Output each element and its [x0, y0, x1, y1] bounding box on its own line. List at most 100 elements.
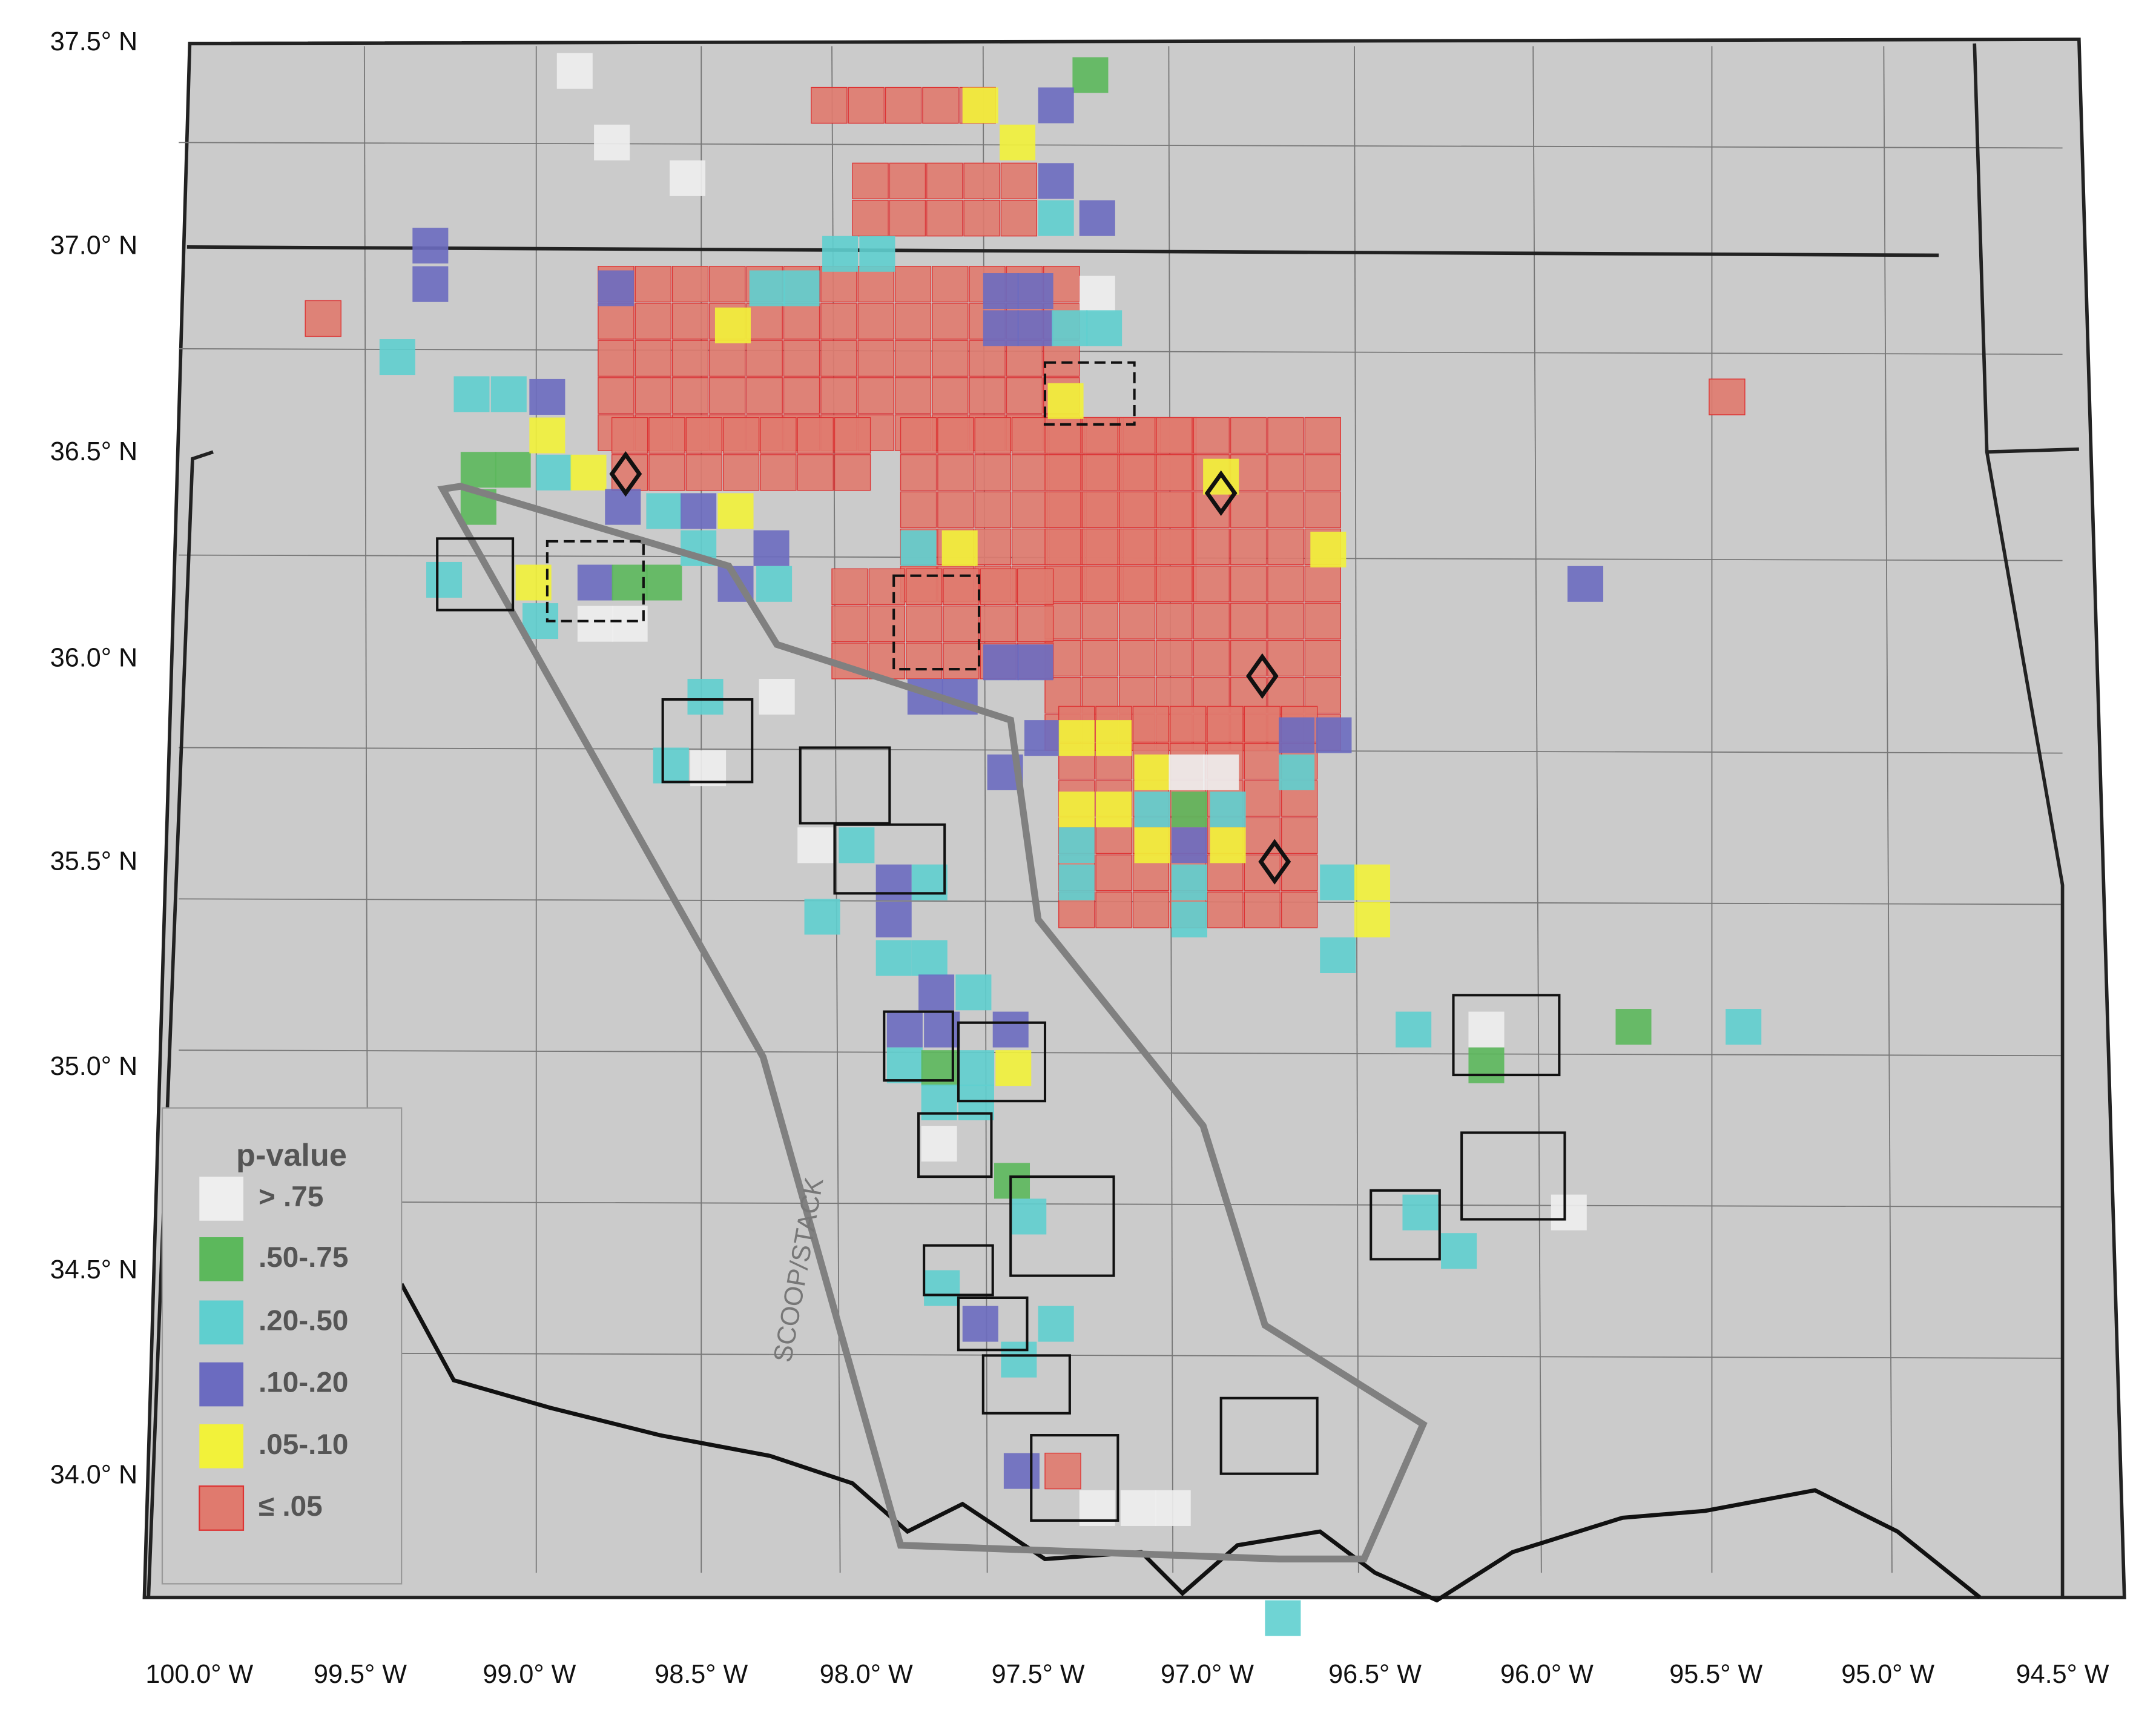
- texas-border: [400, 1283, 1982, 1603]
- grid-cell: [1081, 603, 1119, 639]
- lon-label: 96.5° W: [1328, 1660, 1422, 1689]
- grid-cell: [1304, 603, 1341, 639]
- grid-cell: [536, 454, 572, 491]
- study-box: [661, 698, 754, 784]
- county-line: [1883, 46, 1893, 1573]
- grid-cell: [820, 377, 857, 414]
- grid-cell: [1279, 754, 1315, 790]
- grid-cell: [746, 303, 783, 340]
- grid-cell: [1001, 1341, 1037, 1378]
- study-box: [1452, 994, 1561, 1077]
- grid-cell: [646, 564, 682, 601]
- grid-cell: [1081, 454, 1119, 491]
- grid-cell: [943, 605, 980, 643]
- grid-cell: [1081, 491, 1119, 528]
- grid-cell: [943, 643, 980, 679]
- grid-cell: [992, 1011, 1029, 1048]
- grid-cell: [1095, 891, 1132, 928]
- grid-cell: [905, 605, 943, 643]
- grid-cell: [834, 417, 871, 454]
- grid-cell: [932, 377, 969, 414]
- grid-cell: [969, 377, 1006, 414]
- grid-cell: [974, 454, 1011, 491]
- grid-cell: [1156, 566, 1193, 603]
- grid-cell: [1000, 124, 1036, 160]
- grid-cell: [1310, 531, 1347, 568]
- grid-cell: [556, 53, 593, 89]
- grid-cell: [875, 864, 912, 900]
- grid-cell: [958, 1050, 994, 1086]
- grid-cell: [955, 974, 992, 1011]
- grid-cell: [756, 566, 793, 602]
- grid-cell: [1132, 705, 1170, 743]
- study-box: [833, 823, 946, 895]
- grid-cell: [412, 266, 449, 302]
- grid-cell: [1006, 377, 1043, 414]
- grid-cell: [648, 417, 685, 454]
- grid-cell: [911, 940, 948, 976]
- grid-cell: [635, 265, 671, 303]
- grid-cell: [820, 340, 857, 377]
- lon-label: 99.5° W: [314, 1660, 407, 1689]
- grid-cell: [974, 417, 1011, 454]
- grid-cell: [831, 568, 868, 606]
- grid-cell: [1038, 87, 1074, 124]
- grid-cell: [1281, 854, 1318, 891]
- grid-cell: [1210, 827, 1246, 864]
- grid-cell: [852, 162, 889, 200]
- grid-cell: [875, 940, 912, 976]
- grid-cell: [894, 377, 932, 414]
- grid-cell: [1551, 1194, 1587, 1231]
- well-marker: [1245, 653, 1279, 699]
- lon-label: 96.0° W: [1500, 1660, 1594, 1689]
- grid-cell: [886, 1047, 923, 1083]
- grid-cell: [1044, 417, 1081, 454]
- grid-cell: [875, 901, 912, 937]
- grid-cell: [1156, 454, 1193, 491]
- grid-cell: [749, 270, 785, 306]
- grid-cell: [1207, 705, 1244, 743]
- grid-cell: [848, 87, 885, 124]
- grid-cell: [783, 270, 820, 306]
- grid-cell: [1134, 827, 1170, 864]
- grid-cell: [941, 530, 978, 566]
- grid-cell: [529, 417, 565, 454]
- grid-cell: [671, 303, 709, 340]
- grid-cell: [1265, 1600, 1301, 1636]
- lat-label: 37.5° N: [50, 27, 137, 56]
- study-box: [957, 1296, 1029, 1352]
- well-marker: [609, 451, 642, 497]
- grid-cell: [460, 452, 496, 488]
- grid-cell: [611, 417, 648, 454]
- state-border: [1973, 43, 2065, 1598]
- grid-cell: [894, 265, 932, 303]
- grid-cell: [1304, 417, 1341, 454]
- lat-label: 36.5° N: [50, 437, 137, 466]
- grid-cell: [1043, 340, 1080, 377]
- grid-cell: [1304, 639, 1341, 677]
- grid-cell: [1096, 720, 1132, 756]
- lon-label: 100.0° W: [145, 1660, 253, 1689]
- grid-cell: [760, 454, 797, 491]
- lon-label: 98.5° W: [654, 1660, 748, 1689]
- grid-cell: [857, 265, 894, 303]
- grid-cell: [1072, 57, 1109, 93]
- grid-cell: [1244, 891, 1281, 928]
- grid-cell: [804, 899, 840, 935]
- grid-cell: [1468, 1011, 1505, 1048]
- grid-cell: [797, 417, 834, 454]
- grid-cell: [924, 1270, 960, 1306]
- grid-cell: [962, 1306, 998, 1342]
- grid-cell: [911, 864, 948, 900]
- grid-cell: [1726, 1009, 1762, 1045]
- grid-cell: [687, 678, 724, 715]
- state-border: [1986, 447, 2079, 454]
- grid-cell: [900, 454, 937, 491]
- grid-cell: [1171, 827, 1207, 864]
- study-box: [883, 1010, 954, 1082]
- legend-swatch: [199, 1300, 243, 1345]
- grid-cell: [529, 378, 565, 415]
- grid-cell: [834, 454, 871, 491]
- grid-cell: [926, 162, 963, 200]
